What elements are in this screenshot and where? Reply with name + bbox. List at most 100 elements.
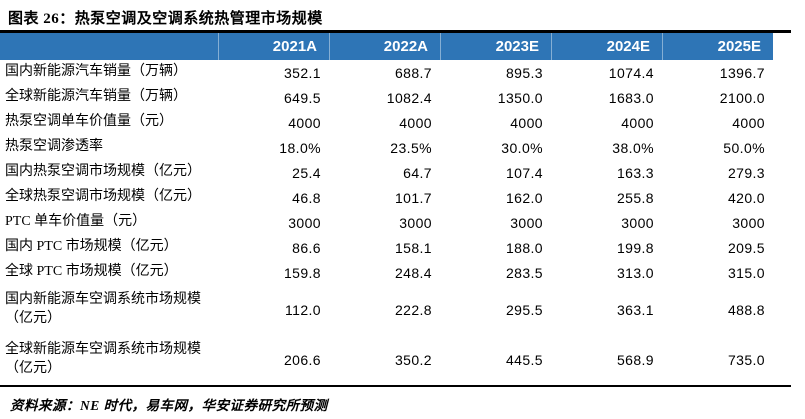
table-row: 全球热泵空调市场规模（亿元） 46.8 101.7 162.0 255.8 42… <box>0 185 773 210</box>
row-label: 热泵空调单车价值量（元） <box>0 113 218 132</box>
cell-value: 4000 <box>621 114 654 131</box>
cell-value: 283.5 <box>505 264 543 281</box>
table-row: 国内新能源车空调系统市场规模（亿元） 112.0 222.8 295.5 363… <box>0 285 773 335</box>
cell-value: 3000 <box>621 214 654 231</box>
row-label: PTC 单车价值量（元） <box>0 213 218 232</box>
cell-value: 688.7 <box>394 64 432 81</box>
cell-value: 313.0 <box>616 264 654 281</box>
cell-value: 46.8 <box>292 189 321 206</box>
table-row: 国内 PTC 市场规模（亿元） 86.6 158.1 188.0 199.8 2… <box>0 235 773 260</box>
cell-value: 86.6 <box>292 239 321 256</box>
table-row: 热泵空调单车价值量（元） 4000 4000 4000 4000 4000 <box>0 110 773 135</box>
row-label-text: PTC 单车价值量（元） <box>5 214 147 230</box>
row-label-text: 全球热泵空调市场规模（亿元） <box>5 189 201 205</box>
cell-value: 18.0% <box>279 139 321 156</box>
cell-value: 112.0 <box>285 302 321 318</box>
header-col-2022a: 2022A <box>329 33 440 60</box>
source-note: 资料来源：NE 时代，易车网，华安证券研究所预测 <box>10 398 328 413</box>
row-label: 全球新能源车空调系统市场规模（亿元） <box>0 341 218 379</box>
row-label: 国内 PTC 市场规模（亿元） <box>0 238 218 257</box>
row-label: 全球热泵空调市场规模（亿元） <box>0 188 218 207</box>
row-label: 国内热泵空调市场规模（亿元） <box>0 163 218 182</box>
row-label-text: 全球新能源车空调系统市场规模（亿元） <box>5 342 201 376</box>
row-label-text: 国内新能源车空调系统市场规模（亿元） <box>5 292 201 326</box>
cell-value: 30.0% <box>501 139 543 156</box>
row-label-text: 全球 PTC 市场规模（亿元） <box>5 264 178 280</box>
cell-value: 735.0 <box>727 352 765 368</box>
row-label-text: 国内热泵空调市场规模（亿元） <box>5 164 201 180</box>
cell-value: 255.8 <box>616 189 654 206</box>
table-row: 全球新能源车空调系统市场规模（亿元） 206.6 350.2 445.5 568… <box>0 335 773 385</box>
cell-value: 315.0 <box>727 264 765 281</box>
cell-value: 420.0 <box>727 189 765 206</box>
cell-value: 445.5 <box>505 352 543 368</box>
cell-value: 3000 <box>732 214 765 231</box>
cell-value: 199.8 <box>616 239 654 256</box>
table-row: 全球新能源汽车销量（万辆） 649.5 1082.4 1350.0 1683.0… <box>0 85 773 110</box>
cell-value: 188.0 <box>505 239 543 256</box>
row-label-text: 国内新能源汽车销量（万辆） <box>5 64 187 80</box>
cell-value: 163.3 <box>616 164 654 181</box>
cell-value: 159.8 <box>283 264 321 281</box>
row-label: 全球新能源汽车销量（万辆） <box>0 88 218 107</box>
cell-value: 3000 <box>288 214 321 231</box>
cell-value: 206.6 <box>283 352 321 368</box>
cell-value: 649.5 <box>283 89 321 106</box>
row-label-text: 国内 PTC 市场规模（亿元） <box>5 239 178 255</box>
cell-value: 50.0% <box>723 139 765 156</box>
table-row: 全球 PTC 市场规模（亿元） 159.8 248.4 283.5 313.0 … <box>0 260 773 285</box>
cell-value: 279.3 <box>727 164 765 181</box>
cell-value: 3000 <box>510 214 543 231</box>
row-label: 国内新能源汽车销量（万辆） <box>0 63 218 82</box>
cell-value: 488.8 <box>727 302 765 318</box>
cell-value: 352.1 <box>283 64 321 81</box>
row-label: 国内新能源车空调系统市场规模（亿元） <box>0 291 218 329</box>
cell-value: 363.1 <box>616 302 654 318</box>
cell-value: 2100.0 <box>719 89 765 106</box>
cell-value: 1074.4 <box>608 64 654 81</box>
cell-value: 4000 <box>288 114 321 131</box>
cell-value: 64.7 <box>403 164 432 181</box>
header-blank-cell <box>0 33 218 60</box>
row-label-text: 热泵空调单车价值量（元） <box>5 114 173 130</box>
market-size-table: 2021A 2022A 2023E 2024E 2025E 国内新能源汽车销量（… <box>0 33 773 385</box>
table-row: 国内热泵空调市场规模（亿元） 25.4 64.7 107.4 163.3 279… <box>0 160 773 185</box>
table-row: PTC 单车价值量（元） 3000 3000 3000 3000 3000 <box>0 210 773 235</box>
table-row: 国内新能源汽车销量（万辆） 352.1 688.7 895.3 1074.4 1… <box>0 60 773 85</box>
table-bottom-rule <box>0 385 791 387</box>
row-label-text: 全球新能源汽车销量（万辆） <box>5 89 187 105</box>
cell-value: 222.8 <box>394 302 432 318</box>
cell-value: 23.5% <box>390 139 432 156</box>
table-row: 热泵空调渗透率 18.0% 23.5% 30.0% 38.0% 50.0% <box>0 135 773 160</box>
cell-value: 1683.0 <box>608 89 654 106</box>
cell-value: 107.4 <box>505 164 543 181</box>
cell-value: 350.2 <box>394 352 432 368</box>
cell-value: 1350.0 <box>497 89 543 106</box>
table-header-row: 2021A 2022A 2023E 2024E 2025E <box>0 33 773 60</box>
table-top-rule <box>0 30 791 33</box>
cell-value: 248.4 <box>394 264 432 281</box>
header-col-2023e: 2023E <box>440 33 551 60</box>
cell-value: 25.4 <box>292 164 321 181</box>
cell-value: 38.0% <box>612 139 654 156</box>
cell-value: 568.9 <box>616 352 654 368</box>
cell-value: 1082.4 <box>386 89 432 106</box>
cell-value: 209.5 <box>727 239 765 256</box>
cell-value: 3000 <box>399 214 432 231</box>
header-col-2021a: 2021A <box>218 33 329 60</box>
cell-value: 895.3 <box>505 64 543 81</box>
cell-value: 158.1 <box>394 239 432 256</box>
cell-value: 162.0 <box>505 189 543 206</box>
row-label: 全球 PTC 市场规模（亿元） <box>0 263 218 282</box>
cell-value: 4000 <box>510 114 543 131</box>
header-col-2025e: 2025E <box>662 33 773 60</box>
header-col-2024e: 2024E <box>551 33 662 60</box>
cell-value: 4000 <box>732 114 765 131</box>
figure-title: 图表 26：热泵空调及空调系统热管理市场规模 <box>8 11 323 27</box>
cell-value: 4000 <box>399 114 432 131</box>
row-label-text: 热泵空调渗透率 <box>5 139 103 155</box>
cell-value: 295.5 <box>505 302 543 318</box>
cell-value: 1396.7 <box>719 64 765 81</box>
cell-value: 101.7 <box>394 189 432 206</box>
